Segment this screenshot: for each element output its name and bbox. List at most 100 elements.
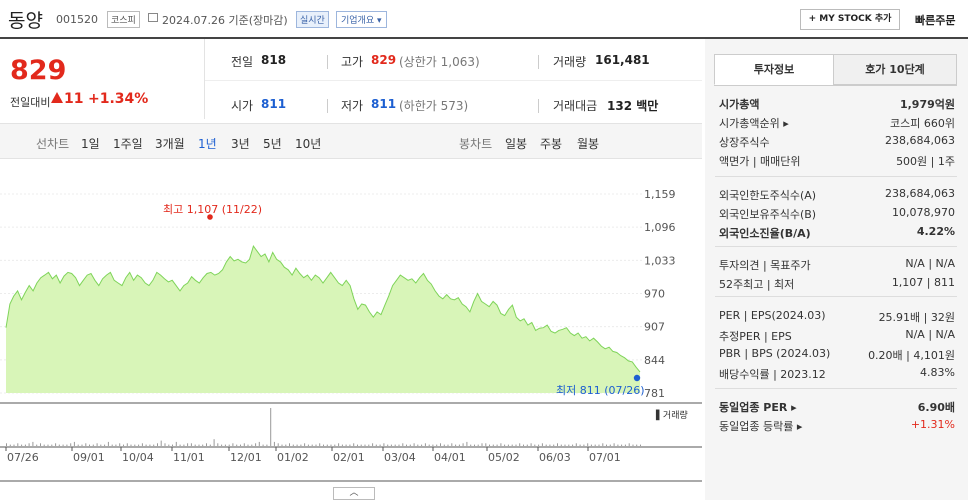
volume-bar	[421, 444, 423, 446]
volume-bar	[206, 443, 207, 446]
info-row-value: 코스피 660위	[890, 117, 955, 130]
volume-bar	[55, 443, 57, 446]
trade-value-label: 거래대금	[553, 99, 598, 113]
quick-order-button[interactable]: 빠른주문	[915, 14, 956, 27]
open-label: 시가	[231, 99, 254, 113]
volume-bar	[515, 444, 517, 446]
volume-bar	[183, 444, 185, 446]
volume-bar	[258, 441, 260, 446]
period-3y[interactable]: 3년	[231, 137, 250, 151]
volume-bar	[145, 444, 147, 446]
period-1w[interactable]: 1주일	[113, 137, 143, 151]
volume-bar	[538, 444, 540, 446]
volume-bar	[17, 443, 19, 446]
period-5y[interactable]: 5년	[263, 137, 282, 151]
volume-bar	[77, 444, 79, 446]
high-value: 829	[371, 53, 397, 67]
volume-bar	[489, 444, 490, 446]
volume-bar	[390, 444, 392, 446]
volume-bar	[357, 444, 358, 446]
info-row: 추정PER | EPS N/A | N/A	[719, 325, 955, 344]
realtime-button[interactable]: 실시간	[296, 11, 329, 28]
tab-invest-info[interactable]: 투자정보	[714, 54, 834, 85]
volume-bar	[409, 444, 411, 446]
volume-bar	[417, 444, 419, 446]
volume-bar	[285, 444, 287, 446]
candle-weekly[interactable]: 주봉	[540, 137, 563, 151]
volume-bar	[447, 444, 449, 446]
volume-bar	[345, 444, 347, 446]
price-chart[interactable]: 1,159 1,096 1,033 970 907 844 781 07/26 09/01 10/…	[0, 159, 702, 500]
volume-bar	[307, 444, 309, 446]
info-row-value: 238,684,063	[885, 134, 955, 147]
info-row-label: 외국인한도주식수(A)	[719, 189, 817, 202]
divider	[327, 99, 328, 113]
candle-daily[interactable]: 일봉	[505, 137, 528, 151]
info-row: 상장주식수 238,684,063	[719, 131, 955, 150]
volume-bar	[24, 444, 26, 446]
volume-bar	[572, 444, 574, 446]
volume-bar	[266, 444, 268, 446]
period-3m[interactable]: 3개월	[155, 137, 185, 151]
info-row-value: 238,684,063	[885, 187, 955, 200]
volume-bar	[451, 443, 453, 446]
info-row-value: N/A | N/A	[905, 257, 955, 270]
max-price-marker	[207, 214, 213, 220]
info-row: 동일업종 PER ▸ 6.90배	[719, 396, 955, 415]
chart-svg: 1,159 1,096 1,033 970 907 844 781 07/26 09/01 10/…	[0, 188, 702, 482]
volume-bar	[338, 443, 340, 446]
add-mystock-button[interactable]: + MY STOCK 추가	[800, 9, 900, 30]
period-bar: 선차트 1일 1주일 3개월 1년 3년 5년 10년 봉차트 일봉 주봉 월봉	[0, 123, 702, 159]
period-1d[interactable]: 1일	[81, 137, 100, 151]
volume-bar	[202, 444, 204, 446]
volume-bar	[372, 443, 374, 446]
volume-bar	[66, 444, 68, 446]
volume-bar	[9, 444, 11, 446]
volume-bar	[398, 444, 400, 446]
candle-monthly[interactable]: 월봉	[577, 137, 600, 151]
volume-bar	[62, 444, 64, 446]
volume-bar	[100, 444, 102, 446]
info-row-label: 52주최고 | 최저	[719, 278, 795, 291]
period-10y[interactable]: 10년	[295, 137, 322, 151]
volume-bar	[240, 444, 241, 446]
info-row: 외국인보유주식수(B) 10,078,970	[719, 203, 955, 222]
min-price-marker	[633, 374, 641, 382]
volume-bar	[73, 441, 75, 446]
volume-bar	[172, 444, 173, 446]
period-1y[interactable]: 1년	[198, 137, 217, 151]
volume-bar	[519, 443, 521, 446]
volume-bar	[424, 443, 426, 446]
info-row-value: 0.20배 | 4,101원	[868, 349, 955, 362]
x-tick-label: 06/03	[539, 451, 571, 464]
prev-close-label: 전일	[231, 55, 254, 69]
volume-bar	[13, 444, 15, 446]
volume-legend: ▌거래량	[656, 411, 688, 421]
volume-bar	[511, 444, 513, 446]
volume-bar	[628, 443, 630, 446]
volume-bar	[368, 444, 370, 446]
volume-bar	[134, 444, 136, 446]
candle-chart-label: 봉차트	[459, 137, 493, 151]
volume-bar	[198, 444, 200, 446]
x-tick-label: 04/01	[434, 451, 466, 464]
volume-bar	[341, 444, 343, 446]
volume-bar	[160, 440, 162, 446]
volume-bar	[621, 444, 623, 446]
info-row-label: 투자의견 | 목표주가	[719, 259, 811, 272]
volume-bar	[32, 441, 34, 446]
volume-bar	[141, 443, 143, 446]
collapse-chart-button[interactable]: ︿	[333, 487, 375, 500]
info-row-value: 25.91배 | 32원	[878, 311, 955, 324]
upper-limit: (상한가 1,063)	[399, 55, 480, 69]
info-row-label: 상장주식수	[719, 136, 770, 149]
company-info-dropdown[interactable]: 기업개요 ▾	[336, 11, 387, 28]
volume-bar	[455, 444, 457, 446]
info-row-label: 액면가 | 매매단위	[719, 155, 801, 168]
info-row-label: 동일업종 PER ▸	[719, 401, 797, 414]
tab-hoga-10[interactable]: 호가 10단계	[833, 54, 957, 85]
info-row-value: +1.31%	[910, 418, 955, 431]
x-tick-label: 11/01	[173, 451, 205, 464]
volume-bar	[36, 444, 38, 446]
y-tick-label: 1,096	[644, 221, 676, 234]
